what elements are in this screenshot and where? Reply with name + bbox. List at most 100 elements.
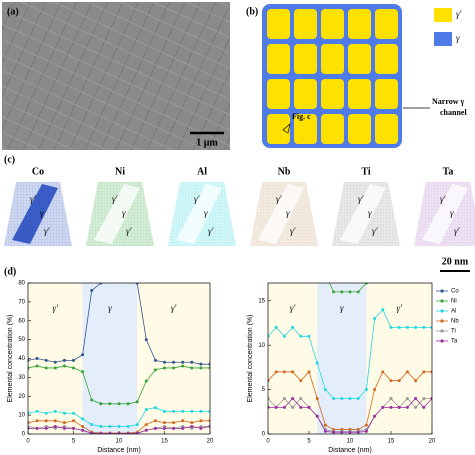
phase-label: γ′ [208,226,215,236]
cube [267,79,290,109]
cube [375,9,398,39]
data-point [299,334,303,338]
arrow [282,123,291,134]
element-label: Ni [115,166,125,177]
y-tick-label: 20 [18,394,25,400]
legend-label: Ni [451,299,457,305]
data-point [108,402,112,406]
data-point [53,424,57,428]
phase-label: γ′ [276,194,283,204]
data-point [144,407,148,411]
panel-label: (b) [246,6,258,17]
data-point [323,423,327,427]
phase-label: γ′ [30,194,37,204]
data-point [90,398,94,402]
x-tick-label: 20 [429,439,436,445]
data-point [389,379,393,383]
data-point [208,409,210,413]
data-point [268,334,270,338]
data-point [117,432,121,434]
data-point [62,411,66,415]
data-point [208,419,210,423]
data-point [282,334,286,338]
data-point [190,409,194,413]
phase-label: γ [40,208,44,218]
phase-label: γ′ [126,226,133,236]
data-point [81,353,85,357]
legend-swatch [434,8,452,22]
data-point [422,396,426,400]
y-tick-label: 0 [22,432,26,438]
data-point [181,360,185,364]
cube [267,114,290,144]
data-point [190,421,194,425]
data-point [422,405,426,409]
data-point [181,419,185,423]
gamma-band [340,184,386,244]
gamma-band [176,184,222,244]
data-point [190,366,194,370]
element-label: Ta [443,166,454,177]
data-point [90,289,94,293]
phase-label: γ′ [44,226,51,236]
y-tick-label: 80 [18,281,25,287]
data-point [199,366,203,370]
data-point [81,370,85,374]
data-point [381,308,385,312]
annotation: channel [440,108,467,117]
sem-image [2,2,230,150]
data-point [72,411,75,415]
data-point [35,426,39,430]
data-point [99,432,103,434]
y-tick-label: 60 [18,318,25,324]
data-point [163,360,166,364]
data-point [144,423,148,427]
x-tick-label: 0 [26,439,30,445]
scale-label: 20 nm [442,256,469,267]
data-point [62,364,66,368]
data-point [208,424,210,428]
data-point [90,431,94,434]
data-point [28,426,30,430]
x-tick-label: 15 [388,439,395,445]
cube [321,79,344,109]
cube [375,79,398,109]
data-point [291,325,295,329]
data-point [414,396,418,400]
data-point [364,429,368,433]
data-point [364,423,368,427]
data-point [144,428,148,432]
data-point [53,366,57,370]
data-point [153,419,157,423]
gamma-band [258,184,304,244]
data-point [282,396,286,400]
data-point [364,388,368,392]
region-label: γ′ [53,303,60,313]
data-point [153,426,157,430]
x-tick-label: 15 [161,439,168,445]
data-point [135,431,139,434]
data-point [389,325,393,329]
data-point [406,113,409,116]
data-point [332,290,336,294]
data-point [274,325,278,329]
legend-marker [440,289,444,293]
data-point [172,366,176,370]
data-point [135,283,139,285]
data-point [28,366,30,370]
plot-frame [267,282,433,435]
data-point [163,426,166,430]
data-point [340,396,344,400]
data-point [397,325,401,329]
data-point [431,122,434,125]
legend-label: γ′ [456,9,463,19]
scale-label: 1 μm [196,137,218,148]
plot-frame [27,282,211,435]
data-point [72,426,75,430]
data-point [291,370,295,374]
data-point [315,396,319,400]
x-tick-label: 20 [207,439,214,445]
data-point [153,358,157,362]
element-label: Al [197,166,207,177]
